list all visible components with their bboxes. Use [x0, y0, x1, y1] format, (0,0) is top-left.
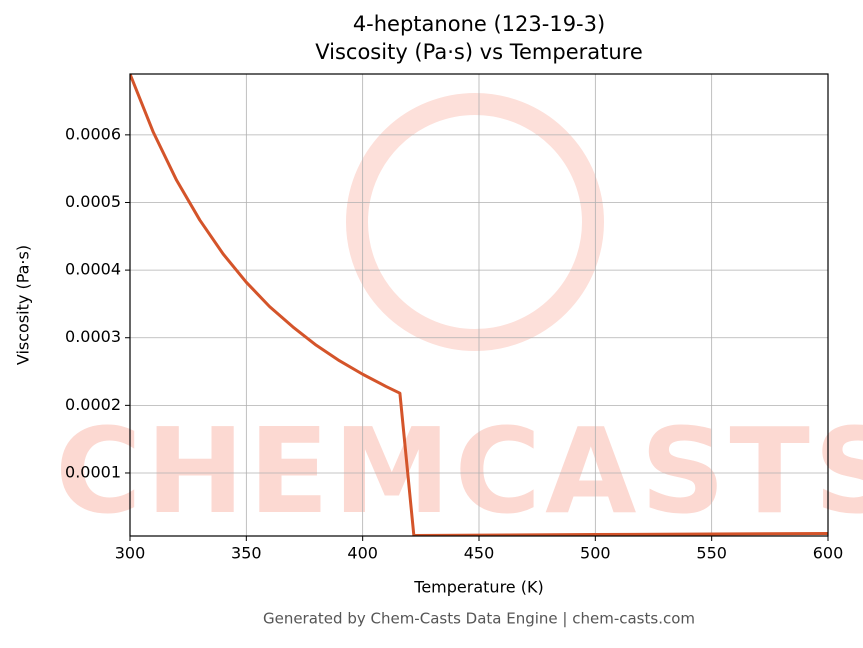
y-tick-label: 0.0003 — [65, 327, 121, 346]
y-tick-label: 0.0004 — [65, 260, 121, 279]
plot-frame — [129, 73, 829, 537]
x-axis-label: Temperature (K) — [413, 578, 543, 597]
y-tick-label: 0.0001 — [65, 462, 121, 481]
x-tick-label: 350 — [231, 544, 262, 563]
x-tick-label: 400 — [347, 544, 378, 563]
x-tick-label: 300 — [115, 544, 146, 563]
x-tick-label: 450 — [464, 544, 495, 563]
x-tick-label: 550 — [696, 544, 727, 563]
footer: Generated by Chem-Casts Data Engine | ch… — [263, 610, 695, 628]
y-tick-label: 0.0002 — [65, 395, 121, 414]
chart-title: 4-heptanone (123-19-3) — [353, 12, 605, 36]
x-tick-label: 500 — [580, 544, 611, 563]
x-tick-label: 600 — [813, 544, 844, 563]
y-tick-label: 0.0005 — [65, 192, 121, 211]
y-axis-label: Viscosity (Pa·s) — [14, 245, 33, 365]
watermark-logo — [346, 93, 604, 351]
line-series — [130, 74, 828, 536]
y-tick-label: 0.0006 — [65, 124, 121, 143]
chart-subtitle: Viscosity (Pa·s) vs Temperature — [315, 40, 643, 64]
watermark: CHEMCASTS — [55, 402, 863, 540]
